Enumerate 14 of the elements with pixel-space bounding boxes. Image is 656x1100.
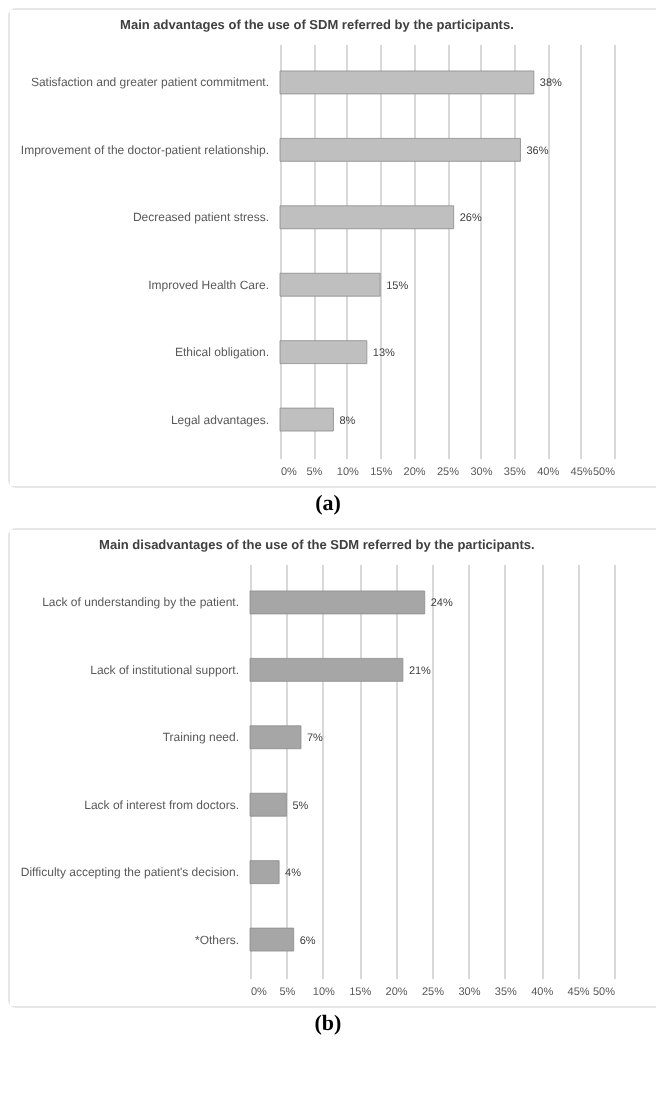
bar [279, 407, 334, 432]
bar [249, 792, 287, 817]
bar [249, 590, 426, 615]
bar [279, 340, 368, 364]
text: (a) [313, 490, 343, 520]
text: (b) [312, 1010, 344, 1040]
bar [249, 658, 404, 682]
bar [279, 138, 521, 162]
bar [249, 927, 295, 952]
bar [279, 205, 455, 230]
bar [249, 725, 302, 750]
bar [279, 70, 535, 95]
bar [249, 860, 280, 884]
bar [279, 272, 381, 297]
